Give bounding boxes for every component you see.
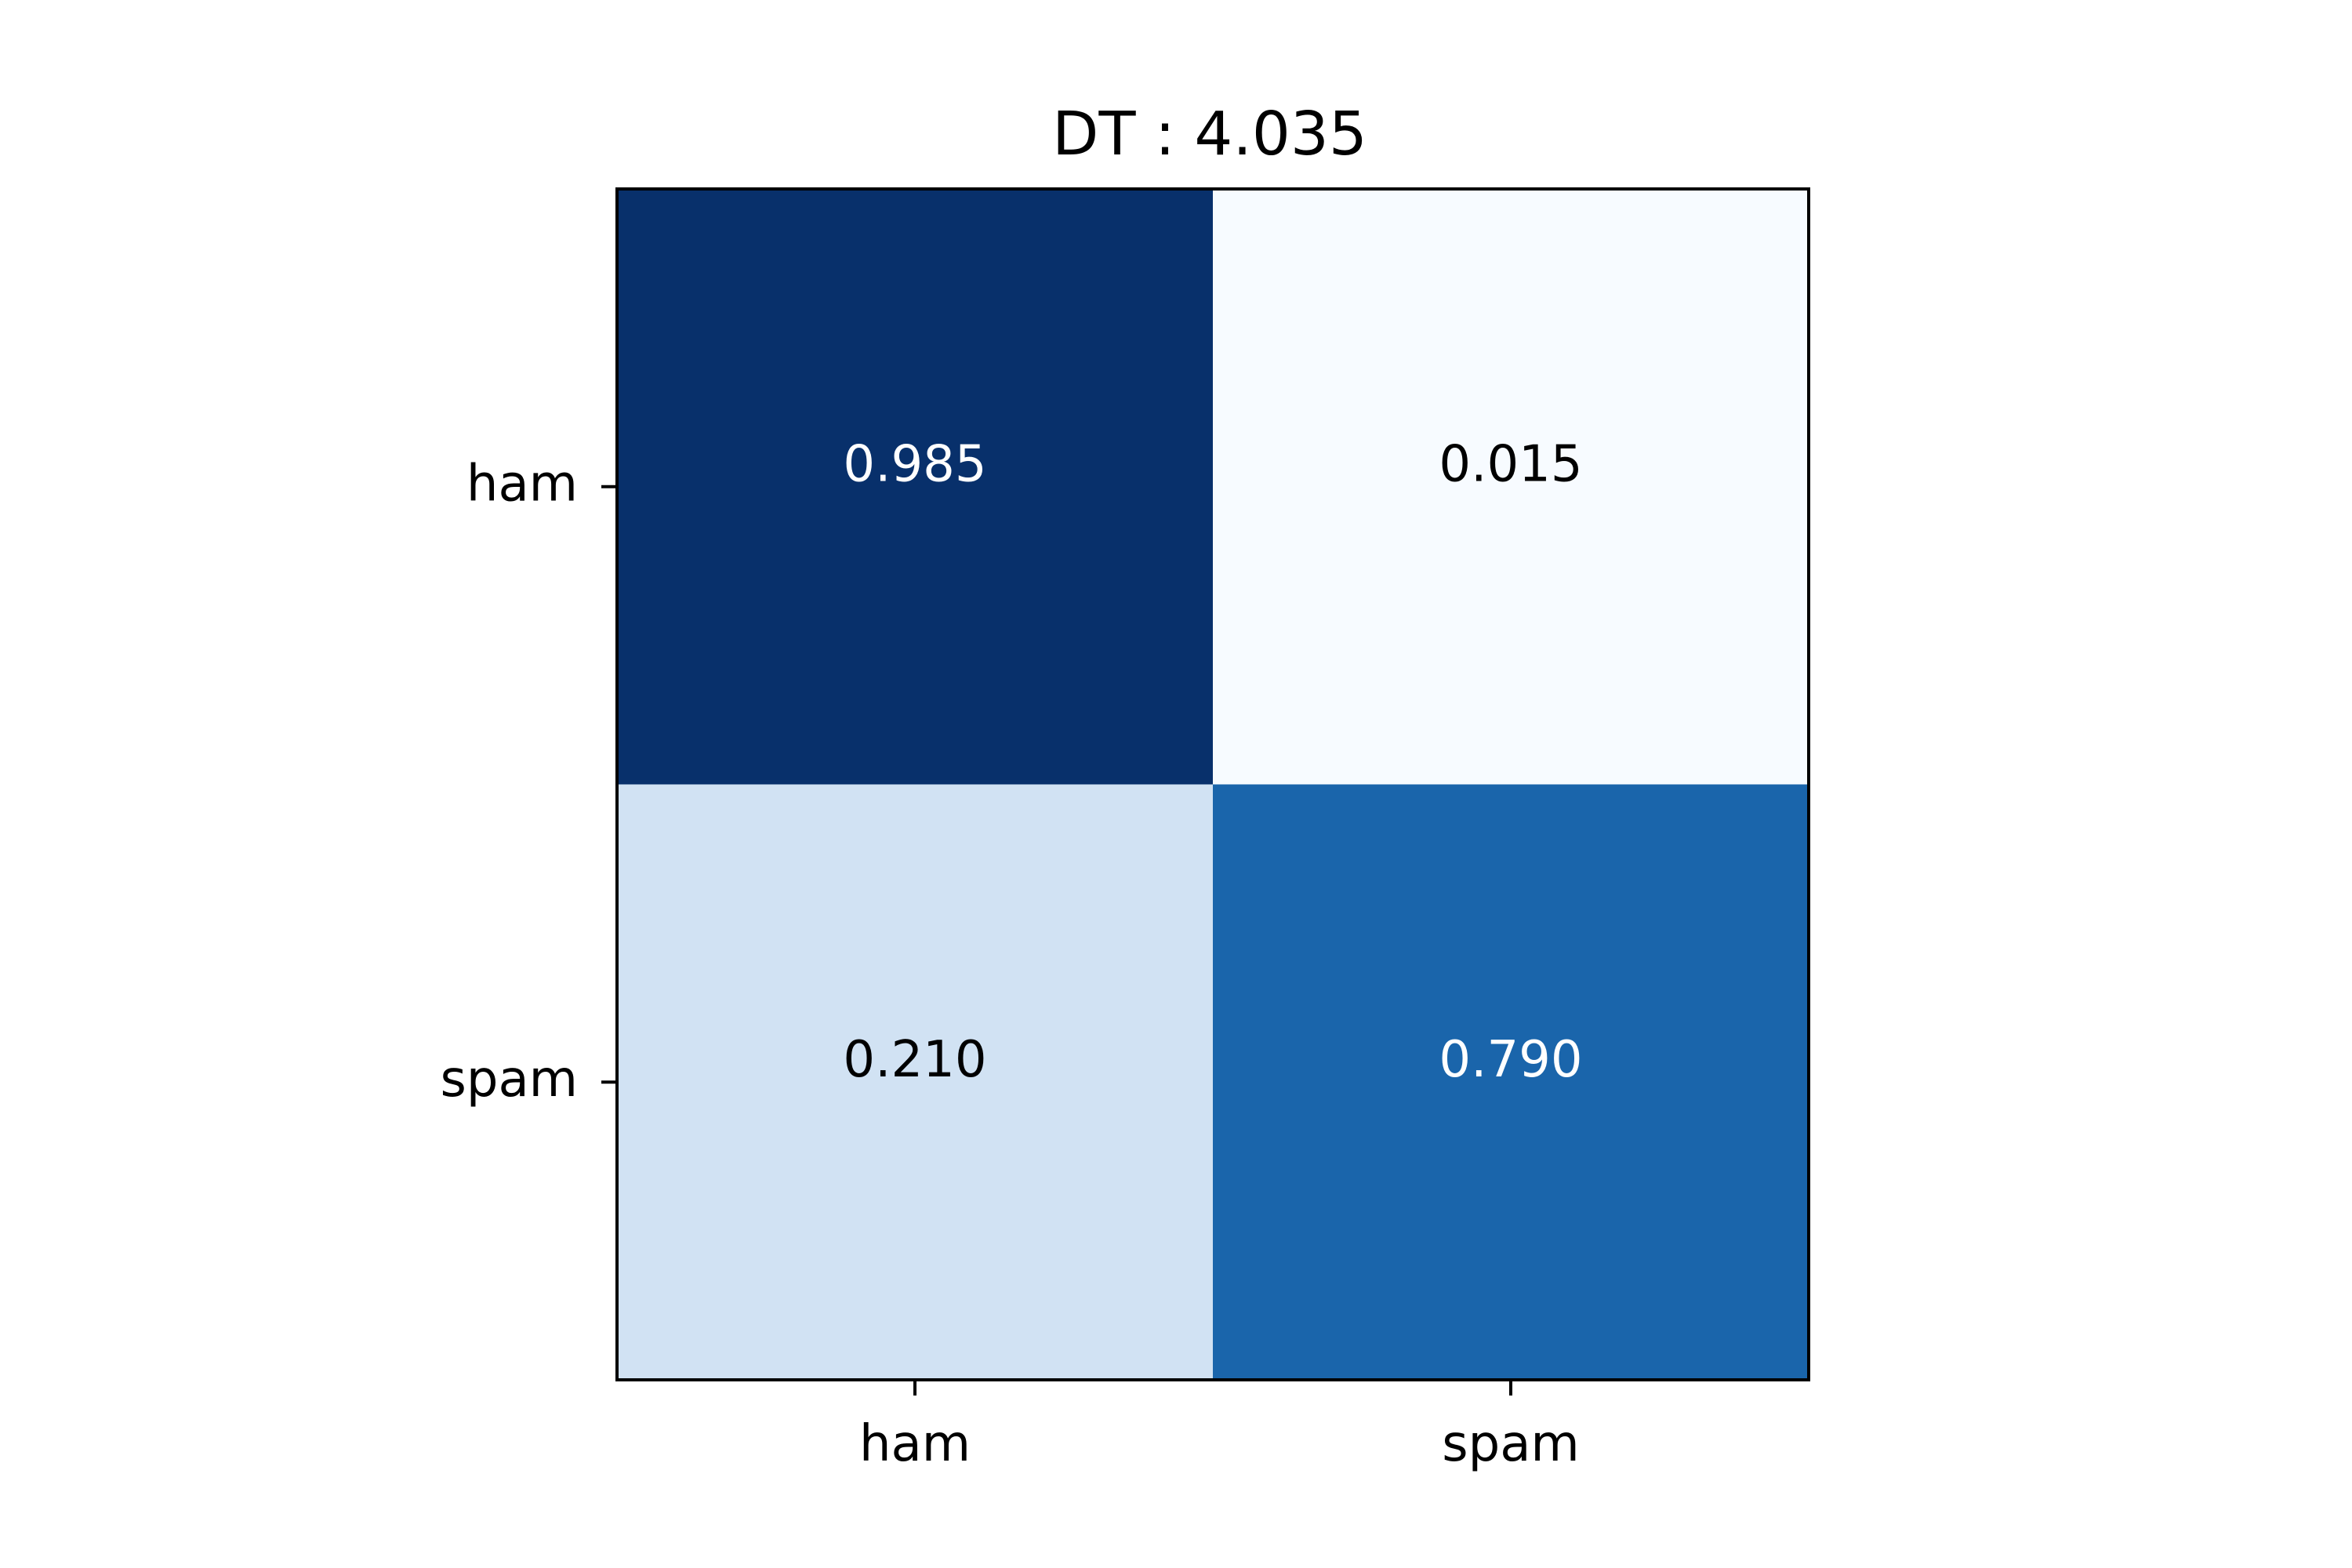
- heatmap-cell-ham-spam: [1213, 189, 1809, 785]
- y-tick-label: spam: [440, 1051, 578, 1109]
- heatmap-cells: [617, 189, 1809, 1380]
- plot-frame: [615, 187, 1810, 1381]
- cell-value-label: 0.015: [1439, 435, 1582, 493]
- chart-title: DT : 4.035: [1052, 100, 1367, 169]
- cell-value-labels: 0.985 0.015 0.210 0.790: [843, 435, 1582, 1089]
- cell-value-label: 0.210: [843, 1031, 986, 1089]
- axis-ticks: ham spam ham spam: [440, 455, 1579, 1473]
- x-tick-label: spam: [1442, 1415, 1580, 1473]
- cell-value-label: 0.985: [843, 435, 986, 493]
- heatmap-cell-spam-ham: [617, 784, 1213, 1380]
- x-tick-label: ham: [859, 1415, 971, 1473]
- heatmap-cell-ham-ham: [617, 189, 1213, 785]
- y-tick-label: ham: [466, 455, 578, 513]
- cell-value-label: 0.790: [1439, 1031, 1582, 1089]
- heatmap-cell-spam-spam: [1213, 784, 1809, 1380]
